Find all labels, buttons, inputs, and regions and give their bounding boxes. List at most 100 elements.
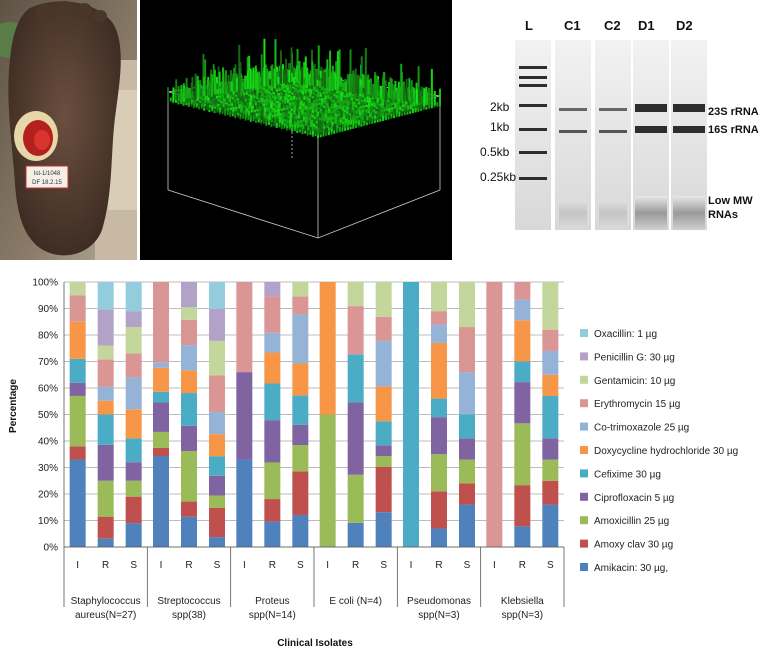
chart-bars (69, 282, 559, 547)
bar-segment (181, 516, 197, 547)
bar-segment (431, 324, 447, 343)
marker-label: 2kb (490, 100, 510, 114)
x-tick-label: I (410, 560, 413, 571)
legend-swatch (580, 446, 588, 454)
bar-segment (292, 395, 309, 425)
legend-label: Doxycycline hydrochloride 30 µg (594, 446, 738, 457)
y-tick-label: 30% (38, 463, 58, 474)
bar-segment (69, 395, 86, 447)
bar-segment (97, 309, 114, 346)
bar-segment (403, 282, 419, 547)
bar-segment (459, 459, 475, 484)
legend-swatch (580, 563, 588, 571)
antibiotic-susceptibility-chart: 0% 10% 20% 30% 40% 50% 60% 70% 80% 90% 100% I R S Stap… (8, 278, 738, 650)
legend-swatch (580, 352, 588, 361)
bar-segment (181, 370, 197, 394)
bar-segment (181, 319, 197, 346)
legend-swatch (580, 422, 588, 431)
y-axis-label: Percentage (8, 379, 19, 433)
x-tick-label: R (102, 560, 109, 571)
bar-segment (181, 501, 197, 517)
legend-swatch (580, 539, 588, 548)
bar-segment (542, 438, 559, 460)
bar-segment (209, 475, 225, 496)
gel-lane-label: D1 (638, 18, 655, 33)
bar-segment (69, 459, 86, 547)
x-tick-label: R (519, 560, 526, 571)
bar-segment (542, 395, 559, 439)
bar-segment (125, 496, 142, 524)
bar-segment (431, 528, 447, 547)
bar-segment (264, 499, 281, 522)
bar-segment (292, 282, 309, 297)
y-tick-label: 50% (38, 410, 58, 421)
bar-segment (486, 282, 503, 547)
legend-swatch (580, 492, 588, 501)
group-label: Klebsiella (501, 596, 544, 607)
bar-segment (153, 367, 169, 392)
bar-segment (236, 459, 253, 547)
bar-segment (431, 311, 447, 325)
bar-segment (431, 398, 447, 418)
bar-segment (209, 308, 225, 341)
bar-segment (125, 327, 142, 354)
group-label: Pseudomonas (407, 596, 471, 607)
bar-segment (264, 420, 281, 463)
bar-segment (209, 537, 225, 547)
bar-segment (292, 363, 309, 396)
bar-segment (514, 282, 531, 300)
gel-lane-label: C1 (564, 18, 581, 33)
legend-label: Cefixime 30 µg (594, 469, 661, 480)
bar-segment (514, 485, 531, 527)
bar-segment (181, 425, 197, 452)
bar-segment (153, 431, 169, 448)
bar-segment (459, 414, 475, 439)
bar-segment (69, 321, 86, 359)
bar-segment (264, 352, 281, 384)
bar-segment (209, 456, 225, 476)
bar-segment (292, 424, 309, 446)
y-tick-label: 100% (32, 278, 58, 289)
bar-segment (209, 412, 225, 435)
x-tick-label: R (352, 560, 359, 571)
surface-3d-image (140, 0, 452, 260)
legend-label: Oxacillin: 1 µg (594, 329, 657, 340)
legend-label: Amoxicillin 25 µg (594, 516, 669, 527)
legend-label: Amikacin: 30 µg, (594, 563, 668, 574)
specimen-tag-line1: Ist-1/1048 (34, 171, 61, 177)
bar-segment (375, 316, 392, 341)
bar-segment (97, 282, 114, 310)
x-tick-label: S (130, 560, 137, 571)
bar-segment (514, 423, 531, 486)
x-tick-label: R (185, 560, 192, 571)
bar-segment (97, 516, 114, 539)
x-tick-label: I (326, 560, 329, 571)
band-label: 16S rRNA (708, 124, 759, 136)
bar-segment (69, 382, 86, 396)
bar-segment (97, 386, 114, 401)
x-tick-label: S (380, 560, 387, 571)
bar-segment (97, 400, 114, 415)
bar-segment (514, 526, 531, 547)
bar-segment (431, 454, 447, 492)
bar-segment (69, 282, 86, 296)
bar-segment (514, 299, 531, 321)
bar-segment (292, 314, 309, 364)
bar-segment (542, 329, 559, 351)
foot-ulcer-photo: Ist-1/1048 DF 18.2.15 (0, 0, 137, 260)
bar-segment (347, 402, 364, 475)
bar-segment (125, 282, 142, 312)
x-tick-label: I (493, 560, 496, 571)
bar-segment (542, 350, 559, 375)
bar-segment (292, 296, 309, 315)
legend-label: Gentamicin: 10 µg (594, 376, 675, 387)
group-label: Proteus (255, 596, 289, 607)
bar-segment (292, 471, 309, 515)
bar-segment (264, 521, 281, 547)
bar-segment (459, 282, 475, 328)
legend-label: Erythromycin 15 µg (594, 399, 680, 410)
bar-segment (97, 359, 114, 387)
bar-segment (375, 282, 392, 317)
marker-label: 1kb (490, 120, 510, 134)
bar-segment (514, 320, 531, 362)
